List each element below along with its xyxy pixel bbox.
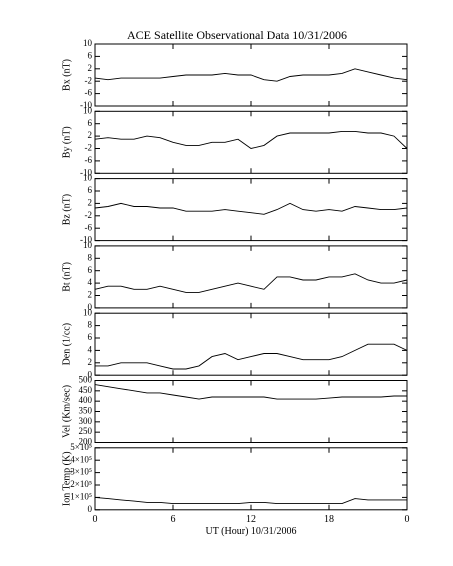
y-tick-label: 6 <box>88 118 93 128</box>
y-tick-label: 2 <box>88 290 93 300</box>
y-tick-label: 2×10⁵ <box>70 479 92 489</box>
y-tick-label: 500 <box>79 375 93 385</box>
y-tick-label: 2 <box>88 197 93 207</box>
x-tick-label: 12 <box>246 514 256 525</box>
y-axis-label: By (nT) <box>61 126 72 158</box>
panel-frame <box>94 447 408 511</box>
y-tick-label: 10 <box>83 240 93 250</box>
panel-frame <box>94 312 408 376</box>
x-tick-label: 6 <box>171 514 176 525</box>
y-tick-label: 4 <box>88 277 93 287</box>
y-tick-label: 0 <box>88 504 93 514</box>
y-tick-label: -6 <box>85 222 93 232</box>
panel-frame <box>94 110 408 174</box>
data-line <box>95 343 408 370</box>
y-tick-label: -6 <box>85 88 93 98</box>
y-tick-label: 6 <box>88 50 93 60</box>
y-axis-label: Ion Temp (K) <box>61 451 72 506</box>
y-tick-label: 6 <box>88 332 93 342</box>
y-tick-label: 8 <box>88 320 93 330</box>
y-tick-label: 8 <box>88 252 93 262</box>
panel-frame <box>94 380 408 443</box>
y-axis-label: Vel (Km/sec) <box>61 385 72 438</box>
y-tick-label: -10 <box>80 235 92 245</box>
y-tick-label: -2 <box>85 75 93 85</box>
y-tick-label: 2 <box>88 63 93 73</box>
y-tick-label: 10 <box>83 173 93 183</box>
y-tick-label: 2 <box>88 130 93 140</box>
y-tick-label: 10 <box>83 307 93 317</box>
data-line <box>94 130 408 149</box>
y-tick-label: 10 <box>83 105 93 115</box>
panel-frame <box>94 178 408 242</box>
y-axis-label: Den (1/cc) <box>61 323 72 365</box>
y-tick-label: -2 <box>85 143 93 153</box>
y-tick-label: -2 <box>85 210 93 220</box>
y-tick-label: -6 <box>85 155 93 165</box>
y-tick-label: 6 <box>88 265 93 275</box>
y-axis-label: Bt (nT) <box>61 262 72 292</box>
y-tick-label: 3×10⁵ <box>70 467 92 477</box>
chart-title: ACE Satellite Observational Data 10/31/2… <box>127 28 347 42</box>
y-tick-label: 0 <box>88 302 93 312</box>
y-tick-label: 0 <box>88 369 93 379</box>
x-tick-label: 0 <box>93 514 98 525</box>
y-axis-label: Bz (nT) <box>61 194 72 225</box>
panel-frame <box>94 245 408 309</box>
y-tick-label: 10 <box>83 38 93 48</box>
x-tick-label: 0 <box>405 514 410 525</box>
y-tick-label: 450 <box>79 385 93 395</box>
y-tick-label: 4 <box>88 344 93 354</box>
y-tick-label: 1×10⁵ <box>70 491 92 501</box>
y-tick-label: -10 <box>80 167 92 177</box>
y-tick-label: 250 <box>79 426 93 436</box>
y-tick-label: -10 <box>80 100 92 110</box>
x-tick-label: 18 <box>324 514 334 525</box>
x-axis-label: UT (Hour) 10/31/2006 <box>206 526 297 537</box>
y-tick-label: 400 <box>79 395 93 405</box>
data-line <box>94 496 407 505</box>
y-tick-label: 4×10⁵ <box>70 454 92 464</box>
y-tick-label: 300 <box>79 416 93 426</box>
data-line <box>94 273 408 293</box>
data-line <box>94 384 407 400</box>
y-tick-label: 6 <box>88 185 93 195</box>
y-tick-label: 5×10⁵ <box>70 442 92 452</box>
y-tick-label: 350 <box>79 406 93 416</box>
y-tick-label: 2 <box>88 357 93 367</box>
data-line <box>94 68 408 82</box>
data-line <box>94 202 408 215</box>
y-tick-label: 200 <box>79 437 93 447</box>
y-axis-label: Bx (nT) <box>61 59 72 91</box>
